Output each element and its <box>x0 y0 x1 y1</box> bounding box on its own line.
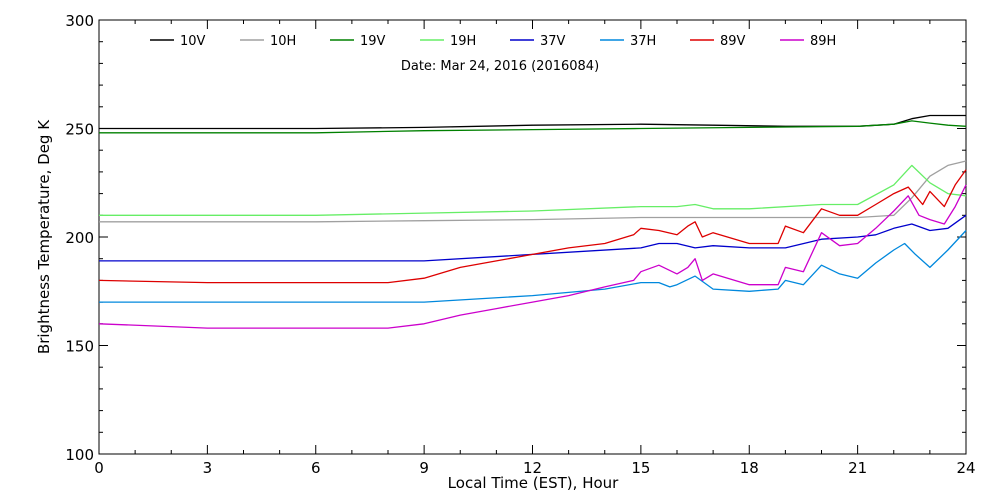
legend-label-37h: 37H <box>630 34 656 49</box>
y-tick-label: 150 <box>65 338 94 356</box>
x-tick-label: 24 <box>956 459 975 477</box>
plot-frame <box>98 19 967 455</box>
series-line-10v <box>99 114 966 130</box>
series-line-19v <box>99 120 967 134</box>
y-tick-label: 300 <box>65 12 94 30</box>
series-line-89v <box>98 169 967 284</box>
y-tick-label: 250 <box>65 121 94 139</box>
legend-label-89h: 89H <box>810 34 836 49</box>
series-line-89h <box>98 184 967 329</box>
x-tick-label: 3 <box>203 459 213 477</box>
x-axis-label: Local Time (EST), Hour <box>448 474 619 492</box>
series-line-37v <box>99 214 967 262</box>
series-line-19h <box>99 164 967 216</box>
x-tick-label: 12 <box>523 459 542 477</box>
legend-label-89v: 89V <box>720 34 746 49</box>
y-tick-label: 200 <box>65 229 94 247</box>
legend-label-19v: 19V <box>360 34 386 49</box>
x-tick-label: 0 <box>94 459 104 477</box>
series-line-10h <box>99 160 967 223</box>
date-subtitle: Date: Mar 24, 2016 (2016084) <box>401 59 599 74</box>
series-line-37h <box>99 230 967 303</box>
x-tick-label: 21 <box>848 459 867 477</box>
legend-label-10v: 10V <box>180 34 206 49</box>
legend: 10V 10H 19V 19H 37V 37H 89V 89H <box>150 34 836 49</box>
series-lines <box>98 114 967 329</box>
legend-label-10h: 10H <box>270 34 296 49</box>
y-tick-label: 100 <box>65 446 94 464</box>
legend-label-19h: 19H <box>450 34 476 49</box>
y-axis-label: Brightness Temperature, Deg K <box>35 119 53 354</box>
axis-ticks: 0 3 6 9 12 15 18 21 24 100 150 200 250 300 <box>65 12 975 477</box>
legend-label-37v: 37V <box>540 34 566 49</box>
x-tick-label: 15 <box>631 459 650 477</box>
x-tick-label: 9 <box>419 459 429 477</box>
x-tick-label: 6 <box>311 459 321 477</box>
x-tick-label: 18 <box>740 459 759 477</box>
